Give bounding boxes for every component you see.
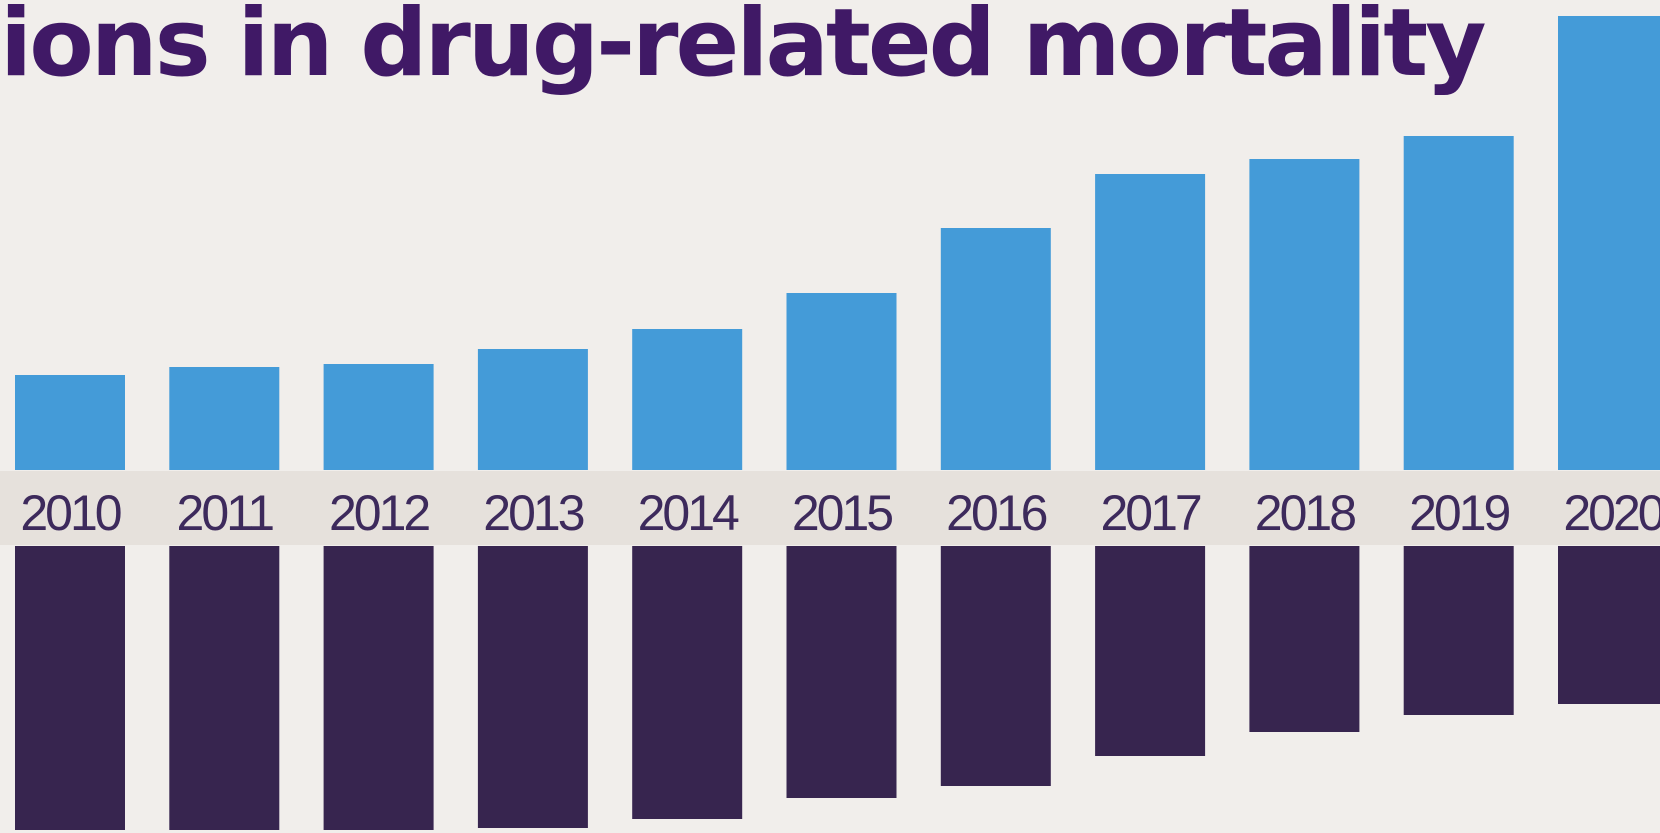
- year-label-2019: 2019: [1409, 485, 1509, 541]
- upper-bar-2015: [786, 293, 897, 470]
- lower-bar-2018: [1249, 546, 1360, 732]
- upper-bar-2010: [15, 375, 125, 470]
- year-label-2016: 2016: [946, 485, 1046, 541]
- lower-bar-2012: [323, 546, 434, 830]
- lower-bar-2010: [15, 546, 125, 830]
- year-label-2010: 2010: [20, 485, 120, 541]
- lower-bar-2011: [169, 546, 280, 830]
- year-label-2011: 2011: [177, 485, 274, 541]
- year-axis-labels: 2010 2011 2012 2013 2014 2015 2016 2017 2018 2019…: [20, 485, 1660, 541]
- lower-bar-2016: [940, 546, 1051, 786]
- upper-bar-2017: [1095, 174, 1206, 470]
- year-label-2015: 2015: [792, 485, 892, 541]
- lower-bar-2013: [477, 546, 588, 828]
- year-label-2012: 2012: [329, 485, 429, 541]
- upper-bar-2020: [1558, 16, 1660, 470]
- year-label-2020: 2020: [1563, 485, 1660, 541]
- upper-bar-2018: [1249, 159, 1360, 470]
- upper-bar-2014: [632, 329, 743, 470]
- upper-bar-2013: [477, 349, 588, 470]
- year-label-2013: 2013: [483, 485, 583, 541]
- lower-bar-2015: [786, 546, 897, 798]
- year-axis-band: [0, 471, 1660, 545]
- upper-bar-2016: [940, 228, 1051, 470]
- upper-bar-series: [15, 16, 1660, 470]
- year-label-2014: 2014: [638, 485, 739, 541]
- upper-bar-2012: [323, 364, 434, 470]
- upper-bar-2011: [169, 367, 280, 470]
- lower-bar-2019: [1403, 546, 1514, 715]
- lower-bar-2020: [1558, 546, 1660, 704]
- lower-bar-series: [15, 546, 1660, 830]
- upper-bar-2019: [1403, 136, 1514, 470]
- year-label-2018: 2018: [1255, 485, 1355, 541]
- chart-title: ions in drug-related mortality: [0, 0, 1486, 98]
- lower-bar-2017: [1095, 546, 1206, 756]
- lower-bar-2014: [632, 546, 743, 819]
- year-label-2017: 2017: [1100, 485, 1200, 541]
